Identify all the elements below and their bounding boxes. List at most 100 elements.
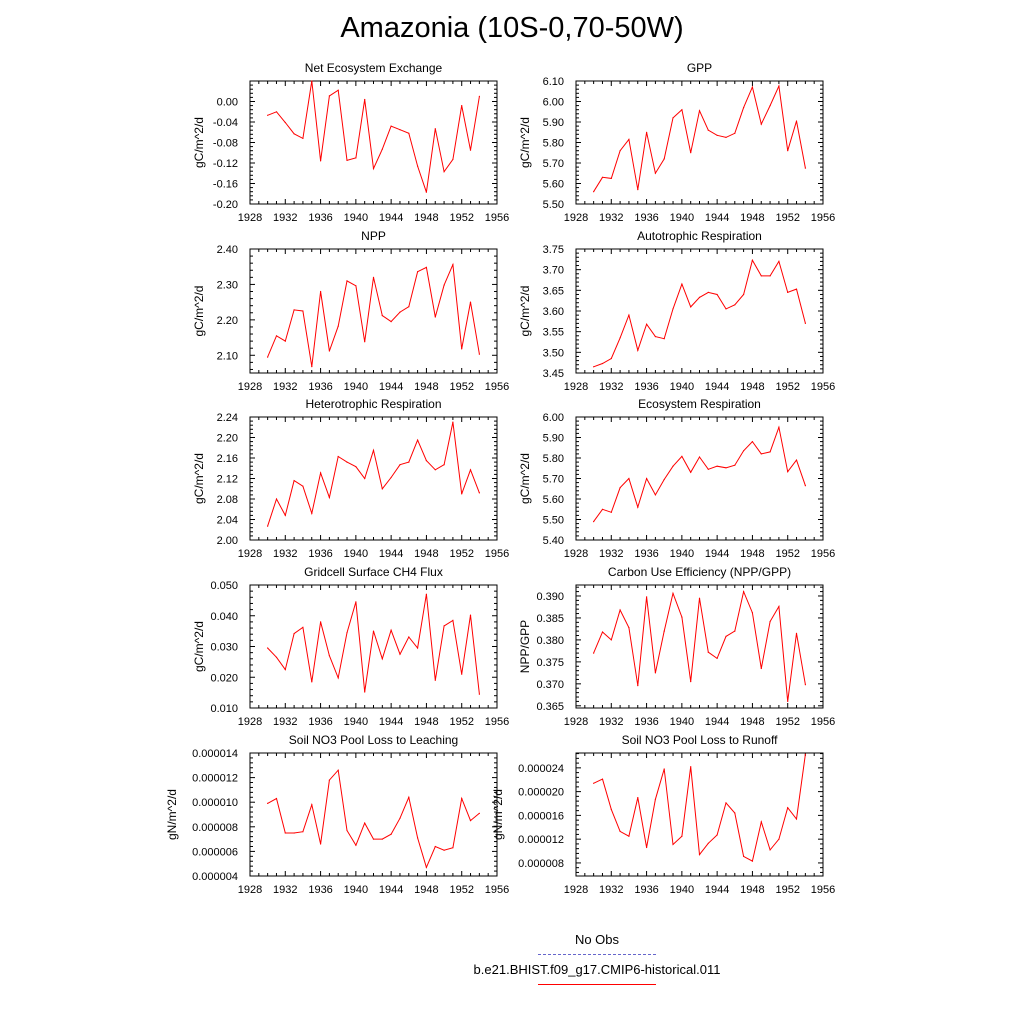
y-tick-label: 0.390 <box>536 591 564 603</box>
chart-panel: Net Ecosystem Exchange 1928 1932 1936 1940 19… <box>192 61 509 224</box>
y-tick-label: 2.24 <box>217 412 238 424</box>
x-tick-label: 1932 <box>599 716 623 728</box>
data-point <box>337 89 339 91</box>
data-point <box>690 306 692 308</box>
y-axis-label: gN/m^2/d <box>165 789 179 840</box>
x-tick-label: 1932 <box>273 884 297 896</box>
data-point <box>478 812 480 814</box>
x-tick-label: 1944 <box>705 716 729 728</box>
data-point <box>275 498 278 500</box>
x-tick-label: 1944 <box>705 548 729 560</box>
data-point <box>637 685 639 687</box>
data-point <box>707 291 709 293</box>
data-point <box>372 630 375 632</box>
data-point <box>751 259 754 261</box>
x-tick-label: 1928 <box>238 381 262 393</box>
x-tick-label: 1944 <box>379 884 403 896</box>
data-point <box>619 150 621 152</box>
data-point <box>302 310 304 312</box>
y-tick-label: 2.04 <box>217 515 238 527</box>
data-point <box>469 820 472 822</box>
data-point <box>610 639 612 641</box>
y-tick-label: 0.000024 <box>518 763 564 775</box>
data-point <box>707 129 709 131</box>
x-tick-label: 1952 <box>449 716 473 728</box>
x-tick-label: 1936 <box>308 381 332 393</box>
y-tick-label: 2.08 <box>217 494 238 506</box>
data-point <box>320 472 322 474</box>
data-point <box>284 669 286 671</box>
y-axis-label: gC/m^2/d <box>192 453 206 504</box>
chart-panel: GPP 1928 1932 1936 1940 1944 1948 1952 1956 5.50 5… <box>518 61 835 224</box>
data-point <box>372 276 375 278</box>
data-point <box>619 609 621 611</box>
data-point <box>593 191 595 193</box>
data-point <box>293 832 295 834</box>
data-point <box>328 95 330 97</box>
y-tick-label: 0.000016 <box>518 810 564 822</box>
data-point <box>716 657 718 660</box>
data-point <box>425 460 427 462</box>
data-point <box>778 85 780 87</box>
data-point <box>337 325 339 327</box>
y-tick-label: 0.365 <box>536 701 564 713</box>
x-tick-label: 1936 <box>308 884 332 896</box>
data-point <box>425 266 427 268</box>
x-tick-label: 1956 <box>485 381 509 393</box>
y-tick-label: 5.90 <box>543 433 564 445</box>
data-point <box>381 315 383 317</box>
data-point <box>408 636 410 638</box>
x-tick-label: 1948 <box>740 381 764 393</box>
x-tick-label: 1936 <box>634 716 658 728</box>
x-tick-label: 1948 <box>740 548 764 560</box>
chart-title: Carbon Use Efficiency (NPP/GPP) <box>608 565 791 579</box>
y-tick-label: 5.40 <box>543 535 564 547</box>
data-point <box>725 635 727 638</box>
x-tick-label: 1952 <box>449 212 473 224</box>
data-point <box>681 455 683 457</box>
y-tick-label: 0.000014 <box>192 748 238 760</box>
x-tick-label: 1932 <box>599 212 623 224</box>
data-point <box>646 477 648 480</box>
x-tick-label: 1952 <box>449 884 473 896</box>
y-tick-label: 5.60 <box>543 494 564 506</box>
series-line <box>267 769 480 869</box>
chart-title: GPP <box>687 61 712 75</box>
data-point <box>302 626 304 629</box>
data-point <box>734 812 736 814</box>
y-tick-label: -0.04 <box>213 117 238 129</box>
legend-model-label: b.e21.BHIST.f09_g17.CMIP6-historical.011 <box>473 962 721 977</box>
data-point <box>795 459 798 461</box>
y-tick-label: 0.370 <box>536 679 564 691</box>
x-tick-label: 1956 <box>811 884 835 896</box>
x-tick-label: 1940 <box>344 884 368 896</box>
data-point <box>769 105 771 107</box>
x-tick-label: 1948 <box>414 716 438 728</box>
data-point <box>364 477 366 480</box>
data-point <box>716 465 718 467</box>
chart-panel: Soil NO3 Pool Loss to Leaching 1928 1932 19… <box>165 733 509 896</box>
data-point <box>795 818 798 820</box>
data-point <box>716 134 718 136</box>
data-point <box>337 677 339 679</box>
data-point <box>778 838 780 840</box>
y-tick-label: 5.90 <box>543 117 564 129</box>
data-point <box>751 441 754 443</box>
y-tick-label: 0.000012 <box>192 773 238 785</box>
data-point <box>364 341 366 343</box>
data-point <box>302 831 304 833</box>
data-point <box>663 630 665 632</box>
x-tick-label: 1932 <box>273 381 297 393</box>
data-point <box>787 700 789 703</box>
plot-frame <box>249 80 498 205</box>
data-point <box>452 847 454 849</box>
y-tick-label: 5.70 <box>543 474 564 486</box>
data-point <box>637 506 639 508</box>
x-tick-label: 1948 <box>414 212 438 224</box>
data-point <box>637 349 639 351</box>
x-tick-label: 1928 <box>238 716 262 728</box>
chart-panel: Gridcell Surface CH4 Flux 1928 1932 1936 194… <box>192 565 509 728</box>
data-point <box>769 849 771 851</box>
y-tick-label: 6.10 <box>543 76 564 88</box>
data-point <box>346 280 348 282</box>
